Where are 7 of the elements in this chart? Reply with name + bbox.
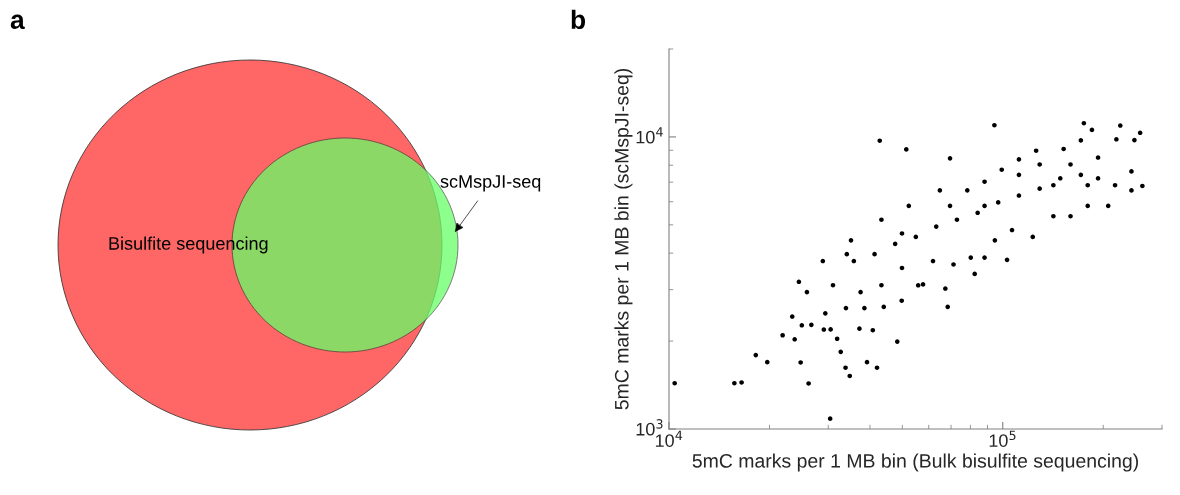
x-axis-title: 5mC marks per 1 MB bin (Bulk bisulfite sequencing) [692,453,1139,472]
text: a [10,14,25,30]
category-label: Bisulfite sequencing [109,236,268,254]
y-axis-title: 5mC marks per 1 MB bin (scMspJI-seq) [614,68,633,410]
chart-title: b [571,9,586,30]
category-label: scMspJI-seq [440,175,541,192]
x-tick-label: 10$^{5}$ [989,430,1016,447]
